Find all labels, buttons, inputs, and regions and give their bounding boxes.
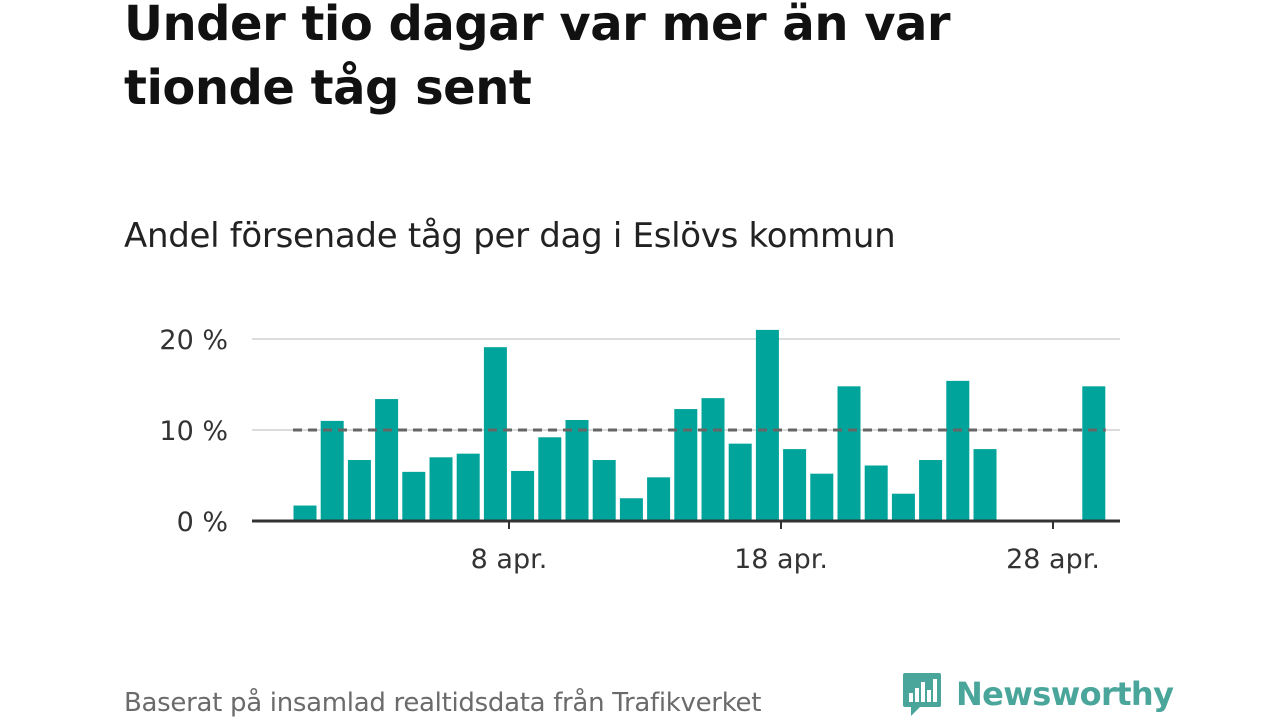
- chart-title: Under tio dagar var mer än var tionde tå…: [124, 0, 951, 116]
- bar: [891, 493, 915, 521]
- bar: [810, 473, 834, 521]
- bar: [946, 380, 970, 521]
- tick-labels: 8 apr. 18 apr. 28 apr. 0 % 10 % 20 %: [159, 325, 1100, 575]
- bar: [728, 443, 752, 521]
- x-tick-label: 18 apr.: [734, 544, 828, 575]
- source-note: Baserat på insamlad realtidsdata från Tr…: [124, 688, 762, 718]
- bar: [429, 457, 453, 521]
- bar: [783, 449, 807, 521]
- x-tick-label: 8 apr.: [471, 544, 548, 575]
- y-tick-label: 10 %: [159, 416, 228, 447]
- bar: [511, 470, 535, 521]
- bars: [293, 329, 1106, 521]
- bar: [674, 409, 698, 521]
- bar: [293, 505, 317, 521]
- bar: [755, 329, 779, 521]
- bar: [456, 453, 480, 521]
- bar: [973, 449, 997, 521]
- bar: [347, 460, 371, 521]
- bar: [919, 460, 943, 521]
- bar: [538, 437, 562, 521]
- chart-subtitle: Andel försenade tåg per dag i Eslövs kom…: [124, 216, 896, 256]
- brand-name: Newsworthy: [956, 675, 1174, 713]
- bar: [402, 471, 426, 521]
- bar: [1082, 386, 1106, 521]
- bar: [320, 420, 344, 521]
- bar: [647, 477, 671, 521]
- axes: [252, 519, 1120, 529]
- y-tick-label: 0 %: [177, 507, 228, 538]
- newsworthy-logo-icon: [903, 673, 941, 716]
- bar: [565, 419, 589, 521]
- bar: [837, 386, 861, 521]
- bar: [592, 460, 616, 521]
- bar: [619, 498, 643, 521]
- bar: [864, 465, 888, 521]
- x-tick-label: 28 apr.: [1006, 544, 1100, 575]
- bar: [375, 399, 399, 521]
- bar: [483, 347, 507, 521]
- bar: [701, 398, 725, 521]
- y-tick-label: 20 %: [159, 325, 228, 356]
- brand-logo: Newsworthy: [902, 670, 1174, 718]
